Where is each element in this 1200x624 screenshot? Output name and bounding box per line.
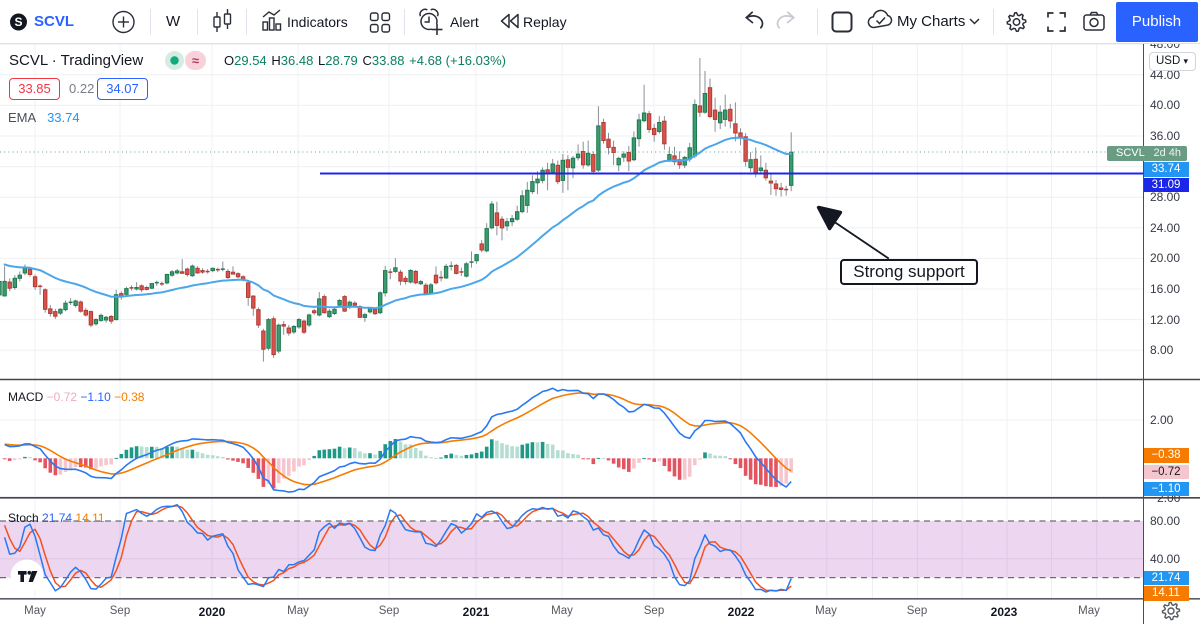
svg-text:S: S xyxy=(14,15,22,29)
svg-text:≈: ≈ xyxy=(192,53,199,68)
